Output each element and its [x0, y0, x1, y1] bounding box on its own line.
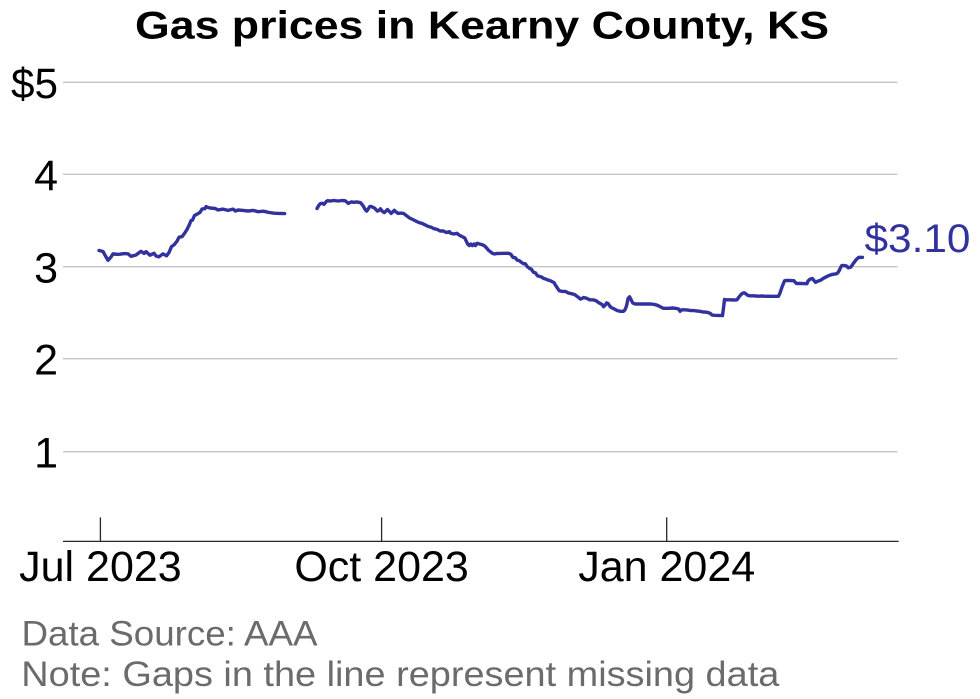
svg-text:Gas prices in Kearny County, K: Gas prices in Kearny County, KS — [135, 5, 829, 48]
svg-text:$3.10: $3.10 — [865, 217, 971, 261]
svg-text:Data Source: AAA: Data Source: AAA — [22, 615, 319, 654]
svg-text:1: 1 — [34, 429, 58, 477]
svg-text:2: 2 — [34, 336, 58, 384]
svg-text:Jul 2023: Jul 2023 — [19, 543, 182, 591]
svg-text:Oct 2023: Oct 2023 — [294, 543, 469, 591]
svg-text:$5: $5 — [11, 60, 58, 108]
svg-text:Note: Gaps in the line represe: Note: Gaps in the line represent missing… — [21, 655, 780, 694]
svg-text:3: 3 — [34, 244, 58, 292]
svg-text:Jan 2024: Jan 2024 — [578, 543, 755, 591]
svg-text:4: 4 — [34, 152, 58, 200]
